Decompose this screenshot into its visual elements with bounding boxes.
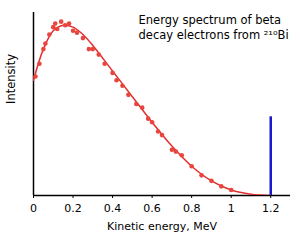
svg-text:Kinetic energy, MeV: Kinetic energy, MeV: [107, 220, 218, 233]
svg-text:0: 0: [30, 202, 37, 215]
svg-text:Energy spectrum of betadecay e: Energy spectrum of betadecay electrons f…: [139, 13, 289, 43]
svg-text:0.8: 0.8: [183, 202, 201, 215]
svg-text:1.2: 1.2: [262, 202, 280, 215]
svg-text:0.4: 0.4: [104, 202, 122, 215]
svg-text:Intensity: Intensity: [4, 54, 18, 104]
svg-text:1: 1: [228, 202, 235, 215]
svg-text:0.6: 0.6: [143, 202, 161, 215]
svg-text:0.2: 0.2: [64, 202, 82, 215]
